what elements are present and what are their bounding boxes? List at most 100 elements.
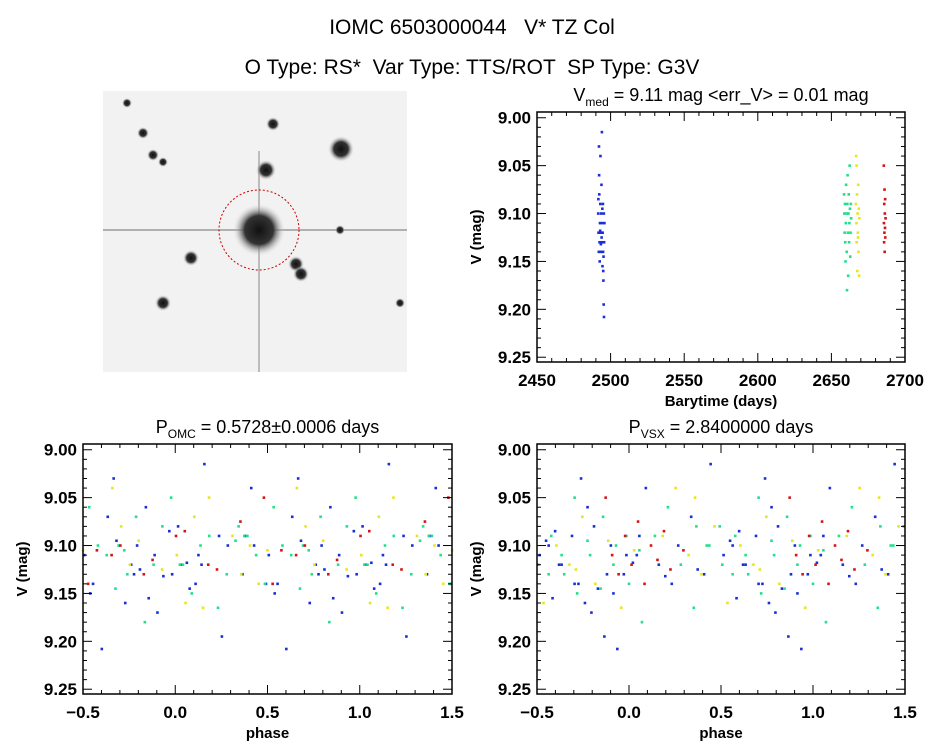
data-point-season-4 (807, 534, 811, 538)
data-point-season-2 (310, 572, 314, 576)
data-point-season-3 (765, 515, 768, 519)
x-tick-label: 1.5 (440, 703, 464, 722)
data-point-season-2 (178, 563, 182, 566)
data-point-season-2 (122, 549, 126, 552)
data-point-season-4 (656, 558, 659, 562)
data-point-season-3 (574, 568, 578, 571)
data-point-season-3 (855, 240, 859, 244)
data-point-season-2 (439, 553, 442, 557)
data-point-season-2 (573, 496, 576, 499)
data-point-season-2 (783, 587, 786, 590)
data-point-season-3 (855, 164, 858, 167)
x-tick-label: 2700 (886, 371, 924, 390)
data-point-season-3 (542, 601, 545, 605)
data-point-season-1 (597, 145, 601, 148)
data-point-season-1 (609, 544, 613, 547)
data-point-season-2 (849, 217, 853, 220)
data-point-season-1 (147, 596, 151, 600)
data-point-season-1 (602, 303, 605, 306)
data-point-season-2 (161, 525, 164, 528)
data-point-season-2 (892, 544, 895, 547)
data-point-season-1 (600, 221, 604, 225)
data-point-season-4 (833, 544, 837, 547)
data-point-season-4 (623, 534, 627, 538)
data-point-season-4 (359, 534, 362, 538)
data-point-season-3 (884, 572, 887, 576)
data-point-season-1 (106, 515, 110, 519)
x-axis-label: phase (246, 725, 289, 742)
data-point-season-2 (234, 539, 237, 543)
data-point-season-1 (168, 529, 171, 533)
data-point-season-3 (441, 582, 445, 586)
data-point-season-3 (855, 193, 859, 196)
data-point-season-1 (602, 240, 606, 244)
data-point-season-1 (774, 611, 777, 614)
data-point-season-3 (855, 221, 858, 225)
data-point-season-3 (392, 496, 395, 499)
y-tick-label: 9.15 (44, 584, 77, 603)
data-point-season-2 (843, 202, 847, 206)
data-point-season-1 (135, 544, 139, 547)
data-point-season-1 (586, 505, 589, 509)
data-point-season-2 (844, 260, 847, 263)
data-point-season-2 (695, 525, 698, 528)
title-main: P (629, 417, 641, 437)
data-point-season-2 (848, 221, 851, 225)
data-point-season-3 (266, 549, 269, 552)
data-point-season-1 (551, 596, 554, 600)
data-point-season-1 (806, 572, 810, 576)
x-tick-label: 2650 (812, 371, 850, 390)
data-point-season-2 (307, 549, 311, 552)
plot-frame (536, 111, 906, 363)
data-point-season-1 (601, 231, 604, 234)
data-point-season-2 (796, 563, 799, 566)
y-tick-label: 9.25 (44, 680, 77, 699)
phase-omc-panel: POMC = 0.5728±0.0006 days −0.5 0.0 0.5 1.0 1.… (14, 417, 464, 742)
data-point-season-3 (304, 525, 307, 528)
data-point-season-2 (843, 231, 846, 234)
data-point-season-4 (883, 197, 887, 201)
x-axis-label: Barytime (days) (665, 393, 778, 410)
data-point-season-1 (329, 505, 332, 509)
y-axis-label: V (mag) (468, 541, 485, 596)
data-point-season-3 (345, 568, 348, 571)
data-point-season-1 (590, 611, 593, 614)
data-point-season-2 (427, 534, 431, 538)
data-point-season-3 (877, 496, 881, 499)
data-point-season-4 (866, 549, 869, 552)
data-point-season-4 (883, 226, 887, 230)
data-point-season-4 (604, 496, 607, 499)
data-point-season-1 (560, 563, 563, 566)
data-point-season-2 (612, 563, 615, 566)
data-point-season-3 (845, 534, 848, 538)
data-point-season-1 (689, 515, 693, 519)
data-point-season-1 (735, 596, 738, 600)
data-point-season-2 (846, 173, 849, 177)
data-point-season-1 (601, 250, 605, 254)
data-point-season-1 (598, 240, 601, 244)
data-point-season-1 (115, 539, 118, 543)
data-point-season-3 (674, 486, 677, 490)
data-point-season-1 (100, 647, 104, 651)
data-point-season-2 (640, 620, 644, 624)
data-point-season-1 (337, 553, 341, 557)
figure-subtitle: O Type: RS* Var Type: TTS/ROT SP Type: G… (244, 56, 700, 79)
data-point-season-2 (718, 525, 722, 528)
figure-title: IOMC 6503000044 V* TZ Col (329, 16, 615, 39)
data-point-season-4 (391, 563, 395, 566)
data-point-season-1 (355, 572, 358, 576)
data-point-season-2 (746, 572, 750, 576)
data-point-season-2 (638, 549, 641, 552)
data-point-season-1 (153, 553, 156, 557)
data-point-season-2 (383, 544, 387, 547)
data-point-season-1 (411, 544, 414, 547)
data-point-season-4 (119, 544, 122, 547)
title-rest: = 2.8400000 days (665, 417, 814, 437)
data-point-season-3 (257, 582, 261, 586)
data-point-season-1 (603, 221, 606, 225)
data-point-season-1 (599, 250, 603, 254)
plot-frame (536, 443, 906, 695)
title-subscript: OMC (168, 427, 196, 441)
data-point-season-1 (599, 212, 603, 215)
data-point-season-1 (203, 462, 206, 466)
